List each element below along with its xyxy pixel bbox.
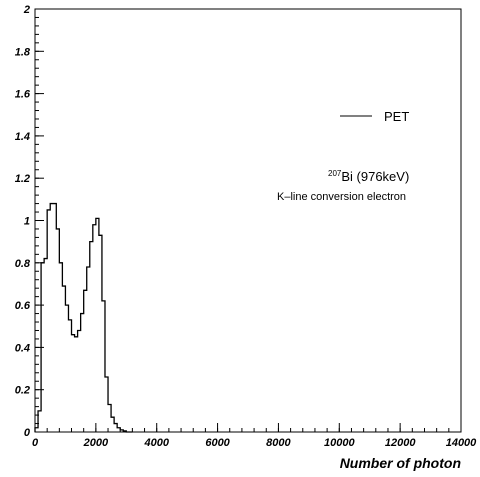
annotation-isotope-rest: Bi (976keV)	[341, 169, 409, 184]
y-tick-label: 0.4	[15, 342, 30, 354]
y-tick-label: 1.8	[15, 46, 31, 58]
y-axis: 0 0.2 0.4 0.6 0.8 1 1.2 1.4 1.6 1.8 2	[15, 4, 44, 439]
legend: PET	[340, 109, 409, 124]
y-tick-label: 0.8	[15, 258, 31, 270]
x-tick-label: 4000	[143, 437, 169, 449]
y-tick-label: 1.6	[15, 89, 31, 101]
annotation-isotope-mass: 207	[328, 169, 342, 178]
x-axis-title: Number of photon	[340, 455, 461, 471]
y-tick-label: 1	[24, 216, 30, 228]
series-pet-line	[34, 202, 133, 433]
x-tick-label: 6000	[205, 437, 230, 449]
x-axis: 0 2000 4000 6000 8000 10000 12000 14000	[32, 423, 477, 449]
x-tick-label: 12000	[385, 437, 416, 449]
x-tick-label: 8000	[266, 437, 291, 449]
y-tick-label: 0.6	[15, 300, 31, 312]
y-tick-label: 1.4	[15, 131, 30, 143]
y-tick-label: 0	[24, 427, 31, 439]
y-tick-label: 0.2	[15, 385, 30, 397]
annotation-kline: K–line conversion electron	[277, 191, 406, 203]
x-tick-label: 2000	[83, 437, 109, 449]
legend-label-pet: PET	[384, 109, 409, 124]
x-tick-label: 0	[32, 437, 39, 449]
y-tick-label: 2	[23, 4, 30, 16]
y-tick-label: 1.2	[15, 173, 30, 185]
x-tick-label: 14000	[446, 437, 477, 449]
annotation-isotope: 207Bi (976keV)	[328, 169, 409, 184]
x-tick-label: 10000	[324, 437, 355, 449]
